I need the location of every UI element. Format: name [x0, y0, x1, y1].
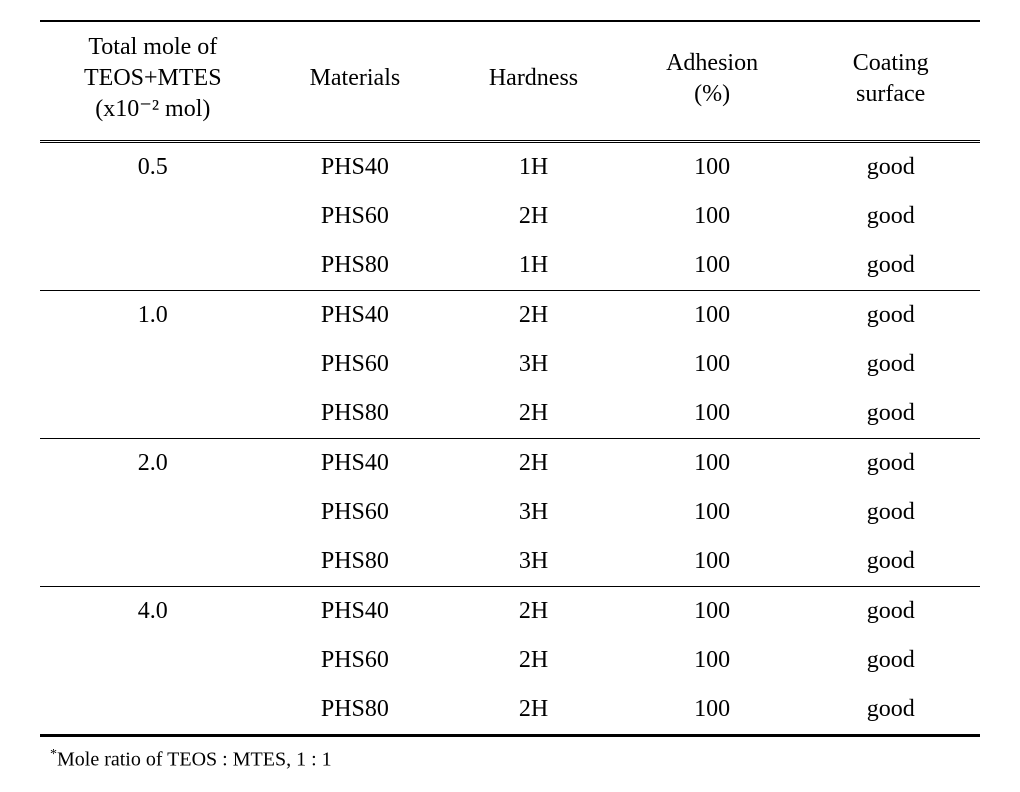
cell-material: PHS80 [266, 685, 445, 736]
table-row: PHS602H100good [40, 192, 980, 241]
cell-material: PHS40 [266, 141, 445, 192]
col-header-line: Coatingsurface [853, 50, 929, 107]
cell-material: PHS40 [266, 438, 445, 488]
table-row: 4.0PHS402H100good [40, 586, 980, 636]
footnote-marker: * [50, 747, 57, 762]
table-row: 1.0PHS402H100good [40, 290, 980, 340]
col-header-line: Total mole ofTEOS+MTES(x10⁻² mol) [84, 34, 222, 122]
cell-adhesion: 100 [623, 537, 802, 587]
cell-surface: good [801, 488, 980, 537]
cell-surface: good [801, 537, 980, 587]
table-row: PHS802H100good [40, 685, 980, 736]
cell-adhesion: 100 [623, 389, 802, 439]
cell-hardness: 3H [444, 340, 623, 389]
table-body: 0.5PHS401H100goodPHS602H100goodPHS801H10… [40, 141, 980, 735]
cell-adhesion: 100 [623, 438, 802, 488]
cell-hardness: 2H [444, 438, 623, 488]
cell-adhesion: 100 [623, 586, 802, 636]
cell-mole [40, 389, 266, 439]
cell-hardness: 3H [444, 488, 623, 537]
cell-adhesion: 100 [623, 340, 802, 389]
cell-material: PHS40 [266, 586, 445, 636]
cell-hardness: 1H [444, 141, 623, 192]
col-header-mole: Total mole ofTEOS+MTES(x10⁻² mol) [40, 21, 266, 141]
cell-mole [40, 537, 266, 587]
col-header-hardness: Hardness [444, 21, 623, 141]
col-header-line: Adhesion(%) [666, 50, 758, 107]
cell-material: PHS80 [266, 537, 445, 587]
cell-material: PHS60 [266, 192, 445, 241]
cell-surface: good [801, 685, 980, 736]
cell-material: PHS40 [266, 290, 445, 340]
cell-hardness: 2H [444, 685, 623, 736]
cell-material: PHS60 [266, 488, 445, 537]
cell-mole [40, 636, 266, 685]
cell-surface: good [801, 192, 980, 241]
cell-surface: good [801, 636, 980, 685]
cell-hardness: 2H [444, 192, 623, 241]
table-row: 0.5PHS401H100good [40, 141, 980, 192]
cell-mole: 2.0 [40, 438, 266, 488]
table-header-row: Total mole ofTEOS+MTES(x10⁻² mol) Materi… [40, 21, 980, 141]
cell-hardness: 2H [444, 586, 623, 636]
cell-hardness: 2H [444, 636, 623, 685]
cell-surface: good [801, 141, 980, 192]
cell-adhesion: 100 [623, 241, 802, 291]
table-row: PHS603H100good [40, 488, 980, 537]
cell-mole: 4.0 [40, 586, 266, 636]
cell-surface: good [801, 438, 980, 488]
col-header-adhesion: Adhesion(%) [623, 21, 802, 141]
footnote-text: Mole ratio of TEOS : MTES, 1 : 1 [57, 748, 332, 770]
cell-surface: good [801, 290, 980, 340]
data-table: Total mole ofTEOS+MTES(x10⁻² mol) Materi… [40, 20, 980, 737]
cell-adhesion: 100 [623, 192, 802, 241]
table-row: PHS802H100good [40, 389, 980, 439]
table-row: PHS803H100good [40, 537, 980, 587]
col-header-materials: Materials [266, 21, 445, 141]
cell-surface: good [801, 586, 980, 636]
col-header-surface: Coatingsurface [801, 21, 980, 141]
cell-mole: 0.5 [40, 141, 266, 192]
cell-adhesion: 100 [623, 290, 802, 340]
cell-surface: good [801, 340, 980, 389]
table-row: PHS603H100good [40, 340, 980, 389]
cell-hardness: 2H [444, 290, 623, 340]
table-row: PHS801H100good [40, 241, 980, 291]
cell-surface: good [801, 389, 980, 439]
cell-mole [40, 340, 266, 389]
footnote: *Mole ratio of TEOS : MTES, 1 : 1 [40, 737, 980, 772]
cell-material: PHS80 [266, 389, 445, 439]
cell-adhesion: 100 [623, 141, 802, 192]
table-row: 2.0PHS402H100good [40, 438, 980, 488]
table-row: PHS602H100good [40, 636, 980, 685]
cell-hardness: 1H [444, 241, 623, 291]
cell-adhesion: 100 [623, 685, 802, 736]
cell-mole [40, 241, 266, 291]
cell-material: PHS60 [266, 636, 445, 685]
cell-mole [40, 192, 266, 241]
cell-hardness: 3H [444, 537, 623, 587]
cell-adhesion: 100 [623, 488, 802, 537]
cell-hardness: 2H [444, 389, 623, 439]
cell-material: PHS60 [266, 340, 445, 389]
cell-mole [40, 685, 266, 736]
cell-mole [40, 488, 266, 537]
cell-mole: 1.0 [40, 290, 266, 340]
cell-surface: good [801, 241, 980, 291]
cell-adhesion: 100 [623, 636, 802, 685]
cell-material: PHS80 [266, 241, 445, 291]
